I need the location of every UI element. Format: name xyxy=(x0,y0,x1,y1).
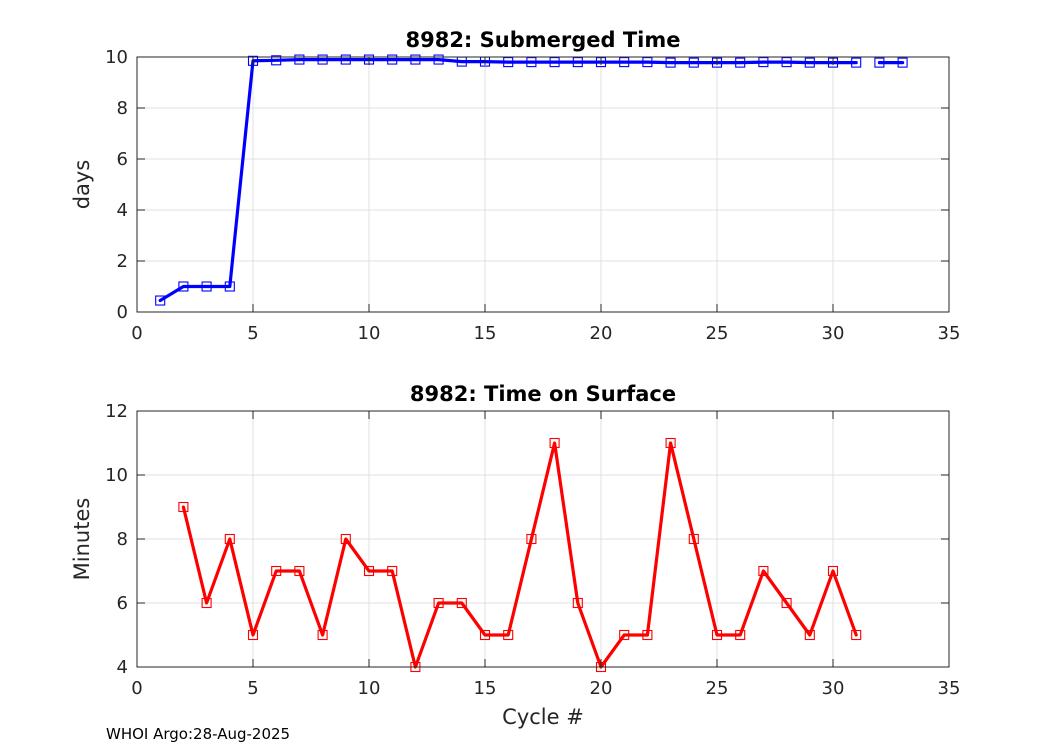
data-point-marker xyxy=(549,437,560,449)
y-axis-label: days xyxy=(70,160,94,210)
data-point-marker xyxy=(572,597,583,609)
x-tick-label: 25 xyxy=(706,323,729,344)
data-point-marker xyxy=(781,597,792,609)
data-point-marker xyxy=(503,629,514,641)
data-point-marker xyxy=(642,57,653,68)
data-point-marker xyxy=(294,565,305,577)
x-tick-label: 30 xyxy=(822,678,845,699)
x-tick-label: 0 xyxy=(131,678,142,699)
x-tick-label: 35 xyxy=(938,678,961,699)
data-point-marker xyxy=(758,57,769,68)
data-point-marker xyxy=(804,57,815,68)
x-tick-label: 5 xyxy=(247,678,258,699)
data-point-marker xyxy=(224,281,235,292)
y-tick-label: 12 xyxy=(105,401,128,422)
data-point-marker xyxy=(294,54,305,65)
data-point-marker xyxy=(271,55,282,66)
data-point-marker xyxy=(387,565,398,577)
data-point-marker xyxy=(827,565,839,577)
data-point-marker xyxy=(201,597,212,609)
data-point-marker xyxy=(758,565,769,577)
data-point-marker xyxy=(340,533,351,545)
data-point-marker xyxy=(247,55,259,66)
x-tick-label: 30 xyxy=(822,323,845,344)
footer-credit: WHOI Argo:28-Aug-2025 xyxy=(106,725,291,743)
data-point-marker xyxy=(271,565,282,577)
data-point-marker xyxy=(688,533,699,545)
data-point-marker xyxy=(874,57,885,68)
data-point-marker xyxy=(503,57,514,68)
y-tick-label: 0 xyxy=(117,302,128,323)
x-tick-label: 15 xyxy=(474,323,497,344)
data-point-marker xyxy=(665,57,676,68)
data-point-marker xyxy=(224,533,235,545)
data-point-marker xyxy=(456,597,467,609)
data-point-marker xyxy=(247,629,259,641)
data-point-marker xyxy=(178,501,189,513)
data-point-marker xyxy=(410,54,421,65)
data-point-marker xyxy=(619,629,630,641)
data-point-marker xyxy=(340,54,351,65)
x-tick-label: 35 xyxy=(938,323,961,344)
data-point-marker xyxy=(572,57,583,68)
data-point-marker xyxy=(433,54,444,65)
x-tick-label: 5 xyxy=(247,323,258,344)
data-point-marker xyxy=(363,565,375,577)
data-point-marker xyxy=(781,57,792,68)
y-tick-label: 6 xyxy=(117,593,128,614)
data-point-marker xyxy=(387,54,398,65)
x-tick-label: 20 xyxy=(590,323,613,344)
y-tick-label: 10 xyxy=(105,465,128,486)
x-tick-label: 10 xyxy=(358,323,381,344)
data-point-marker xyxy=(711,629,723,641)
data-point-marker xyxy=(642,629,653,641)
data-point-marker xyxy=(178,281,189,292)
data-point-marker xyxy=(735,629,746,641)
data-point-marker xyxy=(665,437,676,449)
series-line xyxy=(158,57,858,303)
x-axis-label: Cycle # xyxy=(502,705,584,729)
data-point-marker xyxy=(317,629,328,641)
y-tick-label: 8 xyxy=(117,98,128,119)
x-tick-label: 10 xyxy=(358,678,381,699)
data-point-marker xyxy=(526,57,537,68)
data-point-marker xyxy=(897,57,908,68)
chart-title: 8982: Submerged Time xyxy=(405,28,680,52)
submerged-time-chart: 0 5 10 15 20 25 30 35 0 2 4 6 8 10 8982: Submerged Tim… xyxy=(70,28,960,344)
x-tick-label: 25 xyxy=(706,678,729,699)
y-tick-label: 6 xyxy=(117,149,128,170)
x-tick-label: 0 xyxy=(131,323,142,344)
y-tick-label: 4 xyxy=(117,200,128,221)
x-tick-label: 20 xyxy=(590,678,613,699)
data-point-marker xyxy=(735,57,746,68)
data-point-marker xyxy=(155,295,166,306)
chart-title: 8982: Time on Surface xyxy=(410,382,676,406)
data-point-marker xyxy=(549,57,560,68)
y-axis-label: Minutes xyxy=(70,498,94,581)
data-point-marker xyxy=(317,54,328,65)
data-point-marker xyxy=(851,629,862,641)
plot-area xyxy=(137,57,949,312)
data-point-marker xyxy=(201,281,212,292)
data-point-marker xyxy=(688,57,699,68)
axes-box xyxy=(136,56,950,313)
y-tick-label: 2 xyxy=(117,251,128,272)
y-tick-label: 10 xyxy=(105,47,128,68)
data-point-marker xyxy=(619,57,630,68)
data-point-marker xyxy=(526,533,537,545)
data-point-marker xyxy=(851,57,862,68)
data-point-marker xyxy=(479,629,491,641)
y-tick-label: 8 xyxy=(117,529,128,550)
data-point-marker xyxy=(433,597,444,609)
series-line xyxy=(181,441,858,669)
x-tick-label: 15 xyxy=(474,678,497,699)
surface-time-chart: 0 5 10 15 20 25 30 35 4 6 8 10 12 8982: Time on Surfa… xyxy=(70,382,960,729)
y-tick-label: 4 xyxy=(117,657,128,678)
data-point-marker xyxy=(804,629,815,641)
